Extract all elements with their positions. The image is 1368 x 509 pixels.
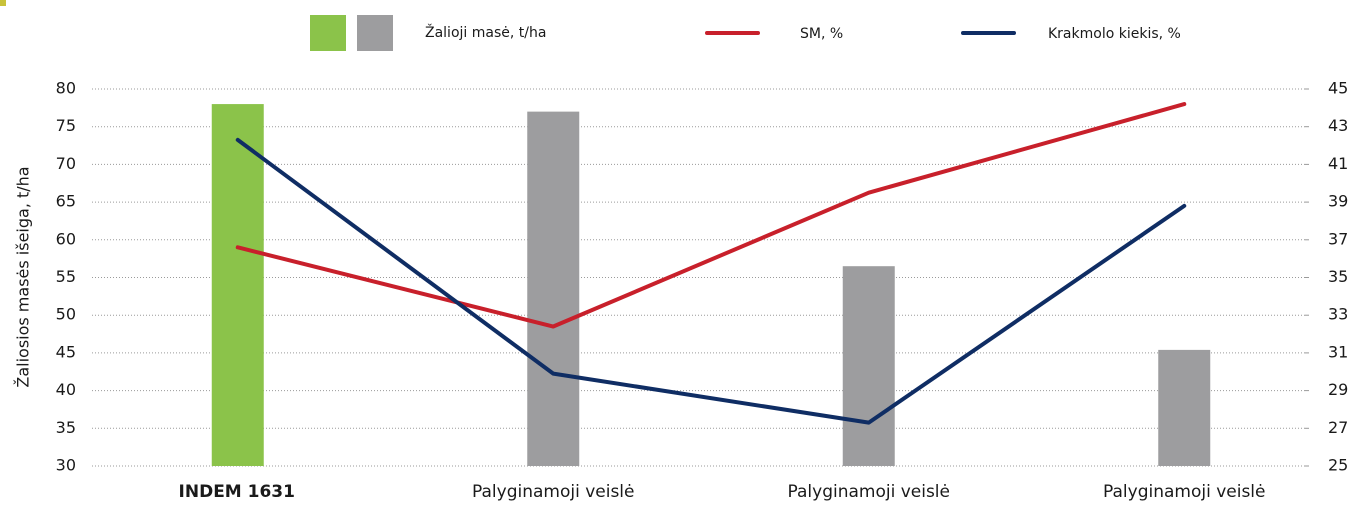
line <box>235 102 1187 329</box>
y-tick-label: 45 <box>56 342 76 361</box>
y-tick-label: 40 <box>56 380 76 399</box>
y-tick-label: 50 <box>56 305 76 324</box>
x-tick-label: Palyginamoji veislė <box>1103 482 1266 502</box>
x-tick-label: INDEM 1631 <box>179 482 295 502</box>
legend-label: Žalioji masė, t/ha <box>425 23 546 41</box>
corner-mark <box>0 0 6 6</box>
y-tick-label: 60 <box>56 229 76 248</box>
bar <box>211 104 264 466</box>
y2-tick-label: 37 <box>1328 229 1348 248</box>
y2-tick-label: 33 <box>1328 305 1348 324</box>
legend-label: SM, % <box>800 26 843 42</box>
bar <box>527 111 580 467</box>
line <box>235 137 1187 425</box>
bar <box>1158 349 1211 466</box>
y-tick-label: 30 <box>56 456 76 475</box>
y-tick-label: 75 <box>56 116 76 135</box>
y2-tick-label: 45 <box>1328 79 1348 98</box>
y2-tick-label: 29 <box>1328 380 1348 399</box>
x-tick-label: Palyginamoji veislė <box>788 482 951 502</box>
legend-swatch <box>310 15 346 51</box>
legend-label: Krakmolo kiekis, % <box>1048 26 1181 42</box>
y2-tick-label: 25 <box>1328 456 1348 475</box>
y2-tick-label: 27 <box>1328 418 1348 437</box>
y-tick-label: 80 <box>56 79 76 98</box>
bar <box>842 266 895 466</box>
y2-tick-label: 39 <box>1328 192 1348 211</box>
y-axis-label: Žaliosios masės išeiga, t/ha <box>14 166 33 387</box>
x-tick-label: Palyginamoji veislė <box>472 482 635 502</box>
y2-tick-label: 41 <box>1328 154 1348 173</box>
y2-tick-label: 43 <box>1328 116 1348 135</box>
y2-tick-label: 35 <box>1328 267 1348 286</box>
y-tick-label: 65 <box>56 192 76 211</box>
y2-tick-label: 31 <box>1328 342 1348 361</box>
y-tick-label: 55 <box>56 267 76 286</box>
y-tick-label: 35 <box>56 418 76 437</box>
y-tick-label: 70 <box>56 154 76 173</box>
legend-swatch <box>357 15 393 51</box>
